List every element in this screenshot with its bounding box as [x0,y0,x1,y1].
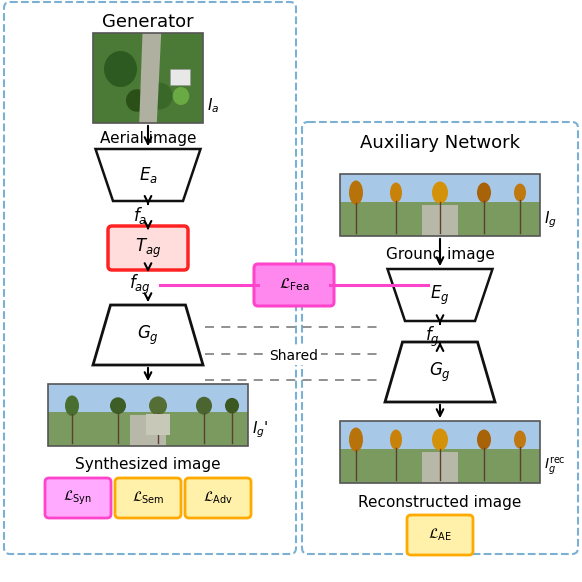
Text: Shared: Shared [269,349,318,363]
Ellipse shape [514,183,526,202]
FancyBboxPatch shape [170,69,190,85]
Text: Synthesized image: Synthesized image [75,457,221,473]
Text: Auxiliary Network: Auxiliary Network [360,134,520,152]
Text: Reconstructed image: Reconstructed image [359,495,521,509]
Ellipse shape [432,428,448,450]
Polygon shape [388,269,492,321]
Ellipse shape [432,182,448,204]
Text: $E_g$: $E_g$ [430,283,450,307]
FancyBboxPatch shape [115,478,181,518]
Text: Aerial image: Aerial image [100,130,196,146]
Text: $\mathcal{L}_{\mathrm{AE}}$: $\mathcal{L}_{\mathrm{AE}}$ [428,527,452,543]
FancyBboxPatch shape [48,412,248,446]
FancyBboxPatch shape [340,202,540,236]
Text: $E_a$: $E_a$ [139,165,158,185]
Text: $\mathcal{L}_{\mathrm{Adv}}$: $\mathcal{L}_{\mathrm{Adv}}$ [203,490,233,506]
Text: $G_g$: $G_g$ [137,324,159,347]
FancyBboxPatch shape [48,384,248,412]
Ellipse shape [477,430,491,450]
Ellipse shape [349,428,363,452]
Text: $f_{ag}$: $f_{ag}$ [129,273,151,297]
Ellipse shape [514,431,526,449]
Ellipse shape [196,397,212,414]
Ellipse shape [110,398,126,414]
Polygon shape [139,33,161,123]
FancyBboxPatch shape [340,421,540,449]
FancyBboxPatch shape [146,414,170,435]
Text: $I_a$: $I_a$ [207,96,219,115]
Text: $f_g$: $f_g$ [425,325,439,349]
Text: $f_a$: $f_a$ [133,204,147,225]
Text: $I_g$: $I_g$ [544,210,557,230]
Text: Generator: Generator [102,13,194,31]
Ellipse shape [390,430,402,450]
Ellipse shape [104,51,137,87]
Text: $G_g$: $G_g$ [429,360,451,384]
FancyBboxPatch shape [407,515,473,555]
Ellipse shape [477,183,491,203]
Ellipse shape [349,180,363,205]
FancyBboxPatch shape [422,452,458,483]
Text: $I_g$': $I_g$' [252,420,268,440]
FancyBboxPatch shape [340,174,540,202]
FancyBboxPatch shape [422,205,458,236]
FancyBboxPatch shape [108,226,188,270]
Ellipse shape [390,183,402,203]
Text: $I_g^{\mathrm{rec}}$: $I_g^{\mathrm{rec}}$ [544,455,566,477]
FancyBboxPatch shape [130,415,166,446]
Ellipse shape [149,396,167,415]
Text: $\mathcal{L}_{\mathrm{Syn}}$: $\mathcal{L}_{\mathrm{Syn}}$ [63,489,93,507]
Ellipse shape [65,396,79,416]
FancyBboxPatch shape [254,264,334,306]
FancyBboxPatch shape [340,449,540,483]
FancyBboxPatch shape [185,478,251,518]
Ellipse shape [146,83,173,109]
FancyBboxPatch shape [45,478,111,518]
Ellipse shape [173,87,189,105]
Text: $T_{ag}$: $T_{ag}$ [135,236,161,260]
Text: Ground image: Ground image [385,247,495,262]
Polygon shape [93,305,203,365]
Polygon shape [95,149,201,201]
Polygon shape [385,342,495,402]
Text: $\mathcal{L}_{\mathrm{Fea}}$: $\mathcal{L}_{\mathrm{Fea}}$ [279,276,310,293]
FancyBboxPatch shape [93,33,203,123]
Text: $\mathcal{L}_{\mathrm{Sem}}$: $\mathcal{L}_{\mathrm{Sem}}$ [132,490,164,506]
Ellipse shape [225,398,239,414]
Ellipse shape [126,89,148,112]
